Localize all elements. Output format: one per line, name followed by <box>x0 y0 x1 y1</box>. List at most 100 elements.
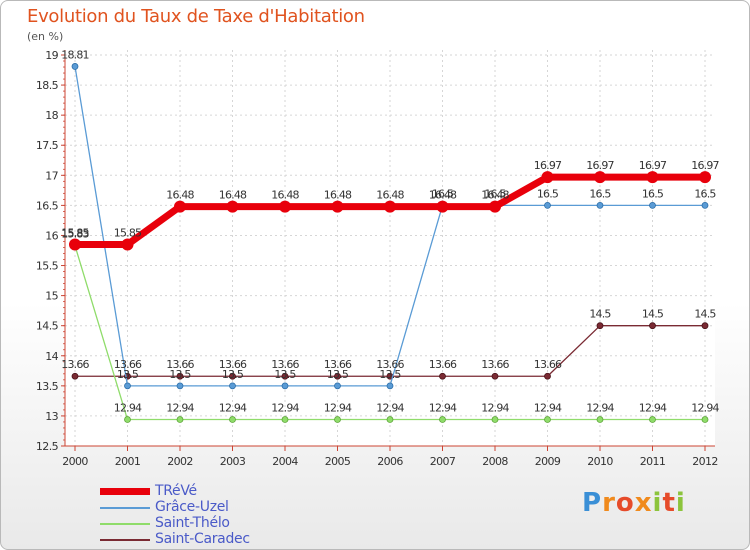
data-label: 13.66 <box>271 358 299 371</box>
data-label: 13.5 <box>274 368 296 381</box>
ytick-label: 18.5 <box>36 79 59 92</box>
xtick-label: 2012 <box>692 455 718 468</box>
data-point <box>544 416 551 423</box>
data-point <box>646 171 659 184</box>
data-label: 12.94 <box>324 402 352 415</box>
data-label: 13.66 <box>376 358 404 371</box>
data-point <box>334 416 341 423</box>
data-point <box>281 382 289 390</box>
data-label: 13.5 <box>222 368 244 381</box>
xtick-label: 2009 <box>535 455 561 468</box>
data-point <box>281 416 289 423</box>
data-label: 16.97 <box>586 159 614 172</box>
data-label: 16.48 <box>481 189 509 202</box>
legend-swatch <box>100 507 150 509</box>
data-point <box>334 382 341 390</box>
data-label: 12.94 <box>534 402 562 415</box>
data-point <box>596 201 604 209</box>
data-label: 16.48 <box>376 189 404 202</box>
data-point <box>124 382 131 390</box>
data-label: 13.66 <box>114 358 142 371</box>
data-label: 16.5 <box>694 187 716 200</box>
data-point <box>226 200 239 213</box>
data-point <box>384 200 396 213</box>
xtick-label: 2007 <box>430 455 456 468</box>
data-label: 13.5 <box>327 368 349 381</box>
data-point <box>386 416 394 423</box>
data-point <box>279 200 291 213</box>
data-point <box>491 416 499 423</box>
xtick-label: 2000 <box>62 455 88 468</box>
data-label: 14.5 <box>642 308 664 321</box>
data-point <box>174 200 186 213</box>
data-point <box>229 382 236 390</box>
xtick-label: 2001 <box>115 455 141 468</box>
data-point <box>176 372 184 380</box>
data-label: 12.94 <box>691 402 719 415</box>
data-point <box>71 63 79 70</box>
chart-subtitle: (en %) <box>27 30 64 43</box>
xtick-label: 2002 <box>167 455 193 468</box>
data-label: 12.94 <box>166 402 194 415</box>
data-point <box>541 171 554 184</box>
xtick-label: 2010 <box>587 455 613 468</box>
data-label: 16.48 <box>429 189 457 202</box>
ytick-label: 17 <box>45 169 58 182</box>
data-label: 13.5 <box>169 368 191 381</box>
data-point <box>386 382 394 390</box>
legend-label: Grâce-Uzel <box>155 499 229 515</box>
xtick-label: 2011 <box>640 455 666 468</box>
data-label: 16.5 <box>642 187 664 200</box>
data-point <box>544 201 551 209</box>
ytick-label: 15 <box>45 290 58 303</box>
data-label: 12.94 <box>271 402 299 415</box>
legend-swatch <box>100 523 150 525</box>
data-label: 12.94 <box>114 402 142 415</box>
data-label: 12.94 <box>429 402 457 415</box>
data-label: 12.94 <box>586 402 614 415</box>
data-label: 14.5 <box>694 308 716 321</box>
data-point <box>439 416 446 423</box>
data-label: 16.5 <box>432 187 454 200</box>
data-point <box>334 372 341 380</box>
data-label: 13.66 <box>219 358 247 371</box>
data-point <box>701 416 709 423</box>
data-point <box>594 171 606 184</box>
xtick-label: 2004 <box>272 455 298 468</box>
xtick-label: 2006 <box>377 455 403 468</box>
data-label: 16.48 <box>166 189 194 202</box>
ytick-label: 13 <box>45 410 58 423</box>
data-label: 16.5 <box>589 187 611 200</box>
data-point <box>596 416 604 423</box>
data-point <box>489 200 501 213</box>
data-point <box>649 201 656 209</box>
data-point <box>281 372 289 380</box>
data-point <box>176 382 184 390</box>
data-point <box>176 416 184 423</box>
data-point <box>544 372 551 380</box>
data-point <box>596 322 604 330</box>
data-label: 16.48 <box>324 189 352 202</box>
xtick-label: 2003 <box>220 455 246 468</box>
data-label: 15.85 <box>114 226 142 239</box>
data-point <box>229 372 236 380</box>
ytick-label: 18 <box>45 109 58 122</box>
data-label: 12.94 <box>639 402 667 415</box>
chart-title: Evolution du Taux de Taxe d'Habitation <box>27 6 365 27</box>
legend-swatch <box>100 539 150 541</box>
data-label: 15.85 <box>61 226 89 239</box>
data-point <box>701 201 709 209</box>
data-label: 13.66 <box>534 358 562 371</box>
data-point <box>121 238 134 251</box>
series <box>69 63 711 423</box>
axes: 12.5 13 13.5 14 14.5 15 15.5 16 16.5 17 17.5 18 18.5… <box>36 49 718 468</box>
data-label: 16.48 <box>219 189 247 202</box>
data-label: 13.66 <box>324 358 352 371</box>
data-point <box>649 416 656 423</box>
data-labels: 15.85 15.85 16.48 16.48 16.48 16.48 16.48 16.48… <box>61 48 720 415</box>
legend-label: Saint-Thélo <box>155 515 230 531</box>
data-point <box>649 322 656 330</box>
data-label: 13.5 <box>379 368 401 381</box>
data-point <box>69 238 81 251</box>
